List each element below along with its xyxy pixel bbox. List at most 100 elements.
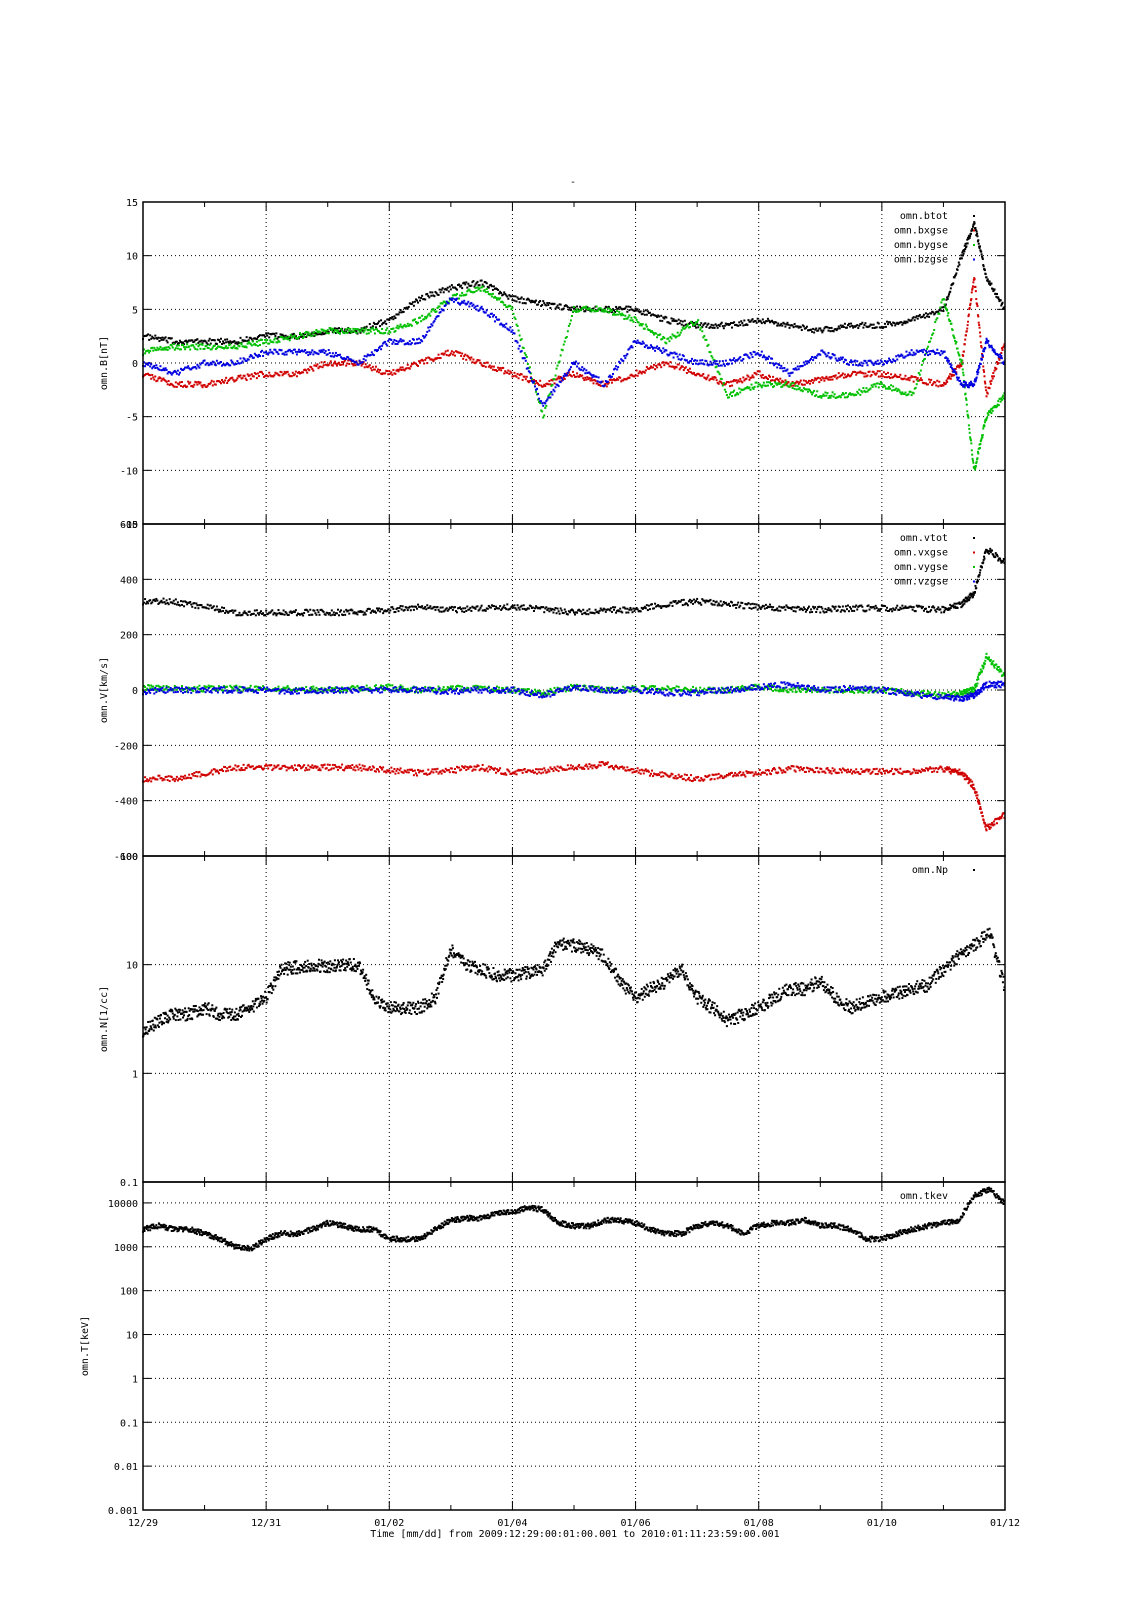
data-point: [477, 288, 480, 291]
data-point: [207, 607, 210, 610]
data-point: [879, 608, 882, 611]
data-point: [336, 608, 339, 611]
data-point: [844, 392, 847, 395]
data-point: [826, 608, 829, 611]
data-point: [956, 347, 959, 350]
data-point: [516, 341, 519, 344]
data-point: [229, 364, 232, 367]
data-point: [976, 314, 979, 317]
data-point: [985, 395, 988, 398]
data-point: [274, 371, 277, 374]
data-point: [172, 343, 175, 346]
data-point: [548, 393, 551, 396]
data-point: [346, 328, 349, 331]
data-point: [650, 345, 653, 348]
data-point: [463, 294, 466, 297]
data-point: [971, 457, 974, 460]
data-point: [183, 368, 186, 371]
data-point: [299, 350, 302, 353]
data-point: [534, 301, 537, 304]
data-point: [431, 291, 434, 294]
data-point: [745, 377, 748, 380]
data-point: [969, 436, 972, 439]
data-point: [197, 341, 200, 344]
data-point: [422, 334, 425, 337]
data-point: [627, 348, 630, 351]
data-point: [394, 372, 397, 375]
data-point: [669, 335, 672, 338]
data-point: [680, 329, 683, 332]
data-point: [196, 348, 199, 351]
data-point: [457, 766, 460, 769]
data-point: [676, 331, 679, 334]
data-point: [456, 293, 459, 296]
data-point: [892, 607, 895, 610]
data-point: [529, 605, 532, 608]
data-point: [931, 384, 934, 387]
data-point: [603, 383, 606, 386]
data-point: [786, 606, 789, 609]
data-point: [491, 315, 494, 318]
data-point: [779, 377, 782, 380]
data-point: [921, 315, 924, 318]
data-point: [532, 381, 535, 384]
data-point: [736, 392, 739, 395]
data-point: [464, 302, 467, 305]
data-point: [481, 763, 484, 766]
data-point: [832, 606, 835, 609]
data-point: [657, 348, 660, 351]
data-point: [151, 367, 154, 370]
data-point: [404, 307, 407, 310]
data-point: [454, 350, 457, 353]
data-point: [241, 613, 244, 616]
data-point: [891, 324, 894, 327]
data-point: [264, 338, 267, 341]
data-point: [188, 339, 191, 342]
data-point: [806, 360, 809, 363]
data-point: [746, 323, 749, 326]
data-point: [556, 377, 559, 380]
data-point: [961, 363, 964, 366]
data-point: [368, 608, 371, 611]
data-point: [248, 765, 251, 768]
data-point: [169, 382, 172, 385]
data-point: [363, 611, 366, 614]
data-point: [283, 370, 286, 373]
data-point: [412, 304, 415, 307]
data-point: [793, 382, 796, 385]
data-point: [570, 315, 573, 318]
data-point: [484, 281, 487, 284]
data-point: [447, 290, 450, 293]
data-point: [882, 371, 885, 374]
data-point: [910, 375, 913, 378]
data-point: [625, 378, 628, 381]
data-point: [519, 373, 522, 376]
data-point: [521, 607, 524, 610]
data-point: [741, 381, 744, 384]
data-point: [798, 608, 801, 611]
data-point: [811, 378, 814, 381]
data-point: [803, 363, 806, 366]
data-point: [225, 345, 228, 348]
data-point: [916, 605, 919, 608]
data-point: [907, 353, 910, 356]
data-point: [741, 322, 744, 325]
data-point: [830, 394, 833, 397]
data-point: [875, 326, 878, 329]
y-tick-label: 0: [132, 686, 138, 697]
data-point: [477, 309, 480, 312]
data-point: [780, 606, 783, 609]
data-point: [676, 363, 679, 366]
data-point: [174, 381, 177, 384]
data-point: [303, 611, 306, 614]
data-point: [816, 329, 819, 332]
data-point: [365, 609, 368, 612]
data-point: [146, 600, 149, 603]
data-point: [193, 366, 196, 369]
data-point: [784, 325, 787, 328]
data-point: [435, 606, 438, 609]
data-point: [384, 372, 387, 375]
data-point: [487, 365, 490, 368]
data-point: [988, 411, 991, 414]
data-point: [753, 320, 756, 323]
